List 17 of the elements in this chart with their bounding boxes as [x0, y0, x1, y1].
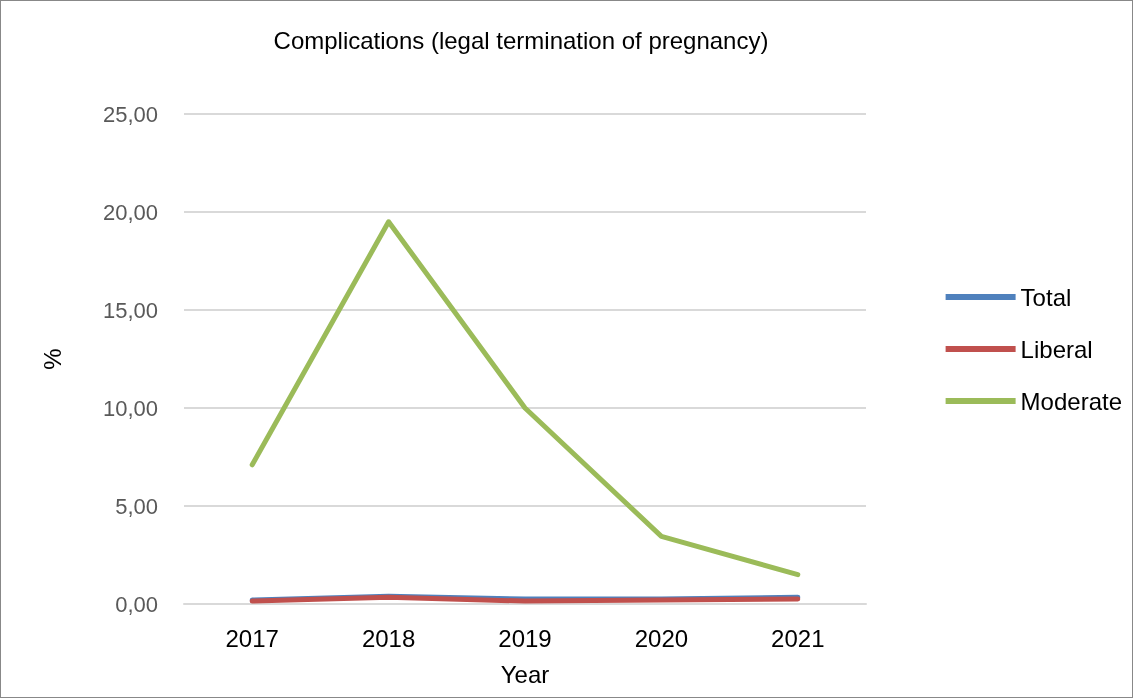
x-tick-label: 2019: [498, 624, 552, 652]
x-tick-label: 2017: [225, 624, 279, 652]
y-tick-label: 20,00: [102, 199, 158, 225]
y-tick-label: 15,00: [102, 297, 158, 323]
x-tick-label: 2021: [771, 624, 825, 652]
x-tick-label: 2020: [634, 624, 689, 652]
x-axis-title: Year: [500, 660, 550, 688]
y-tick-label: 5,00: [115, 493, 158, 519]
y-axis-title: %: [38, 348, 66, 370]
x-tick-label: 2018: [361, 624, 416, 652]
chart-title: Complications (legal termination of pregnancy): [273, 26, 769, 54]
y-tick-label: 25,00: [102, 101, 158, 127]
legend-label: Total: [1020, 283, 1072, 311]
y-tick-label: 10,00: [102, 395, 158, 421]
legend-label: Liberal: [1020, 335, 1093, 363]
legend-label: Moderate: [1020, 387, 1122, 415]
y-tick-label: 0,00: [115, 591, 158, 617]
